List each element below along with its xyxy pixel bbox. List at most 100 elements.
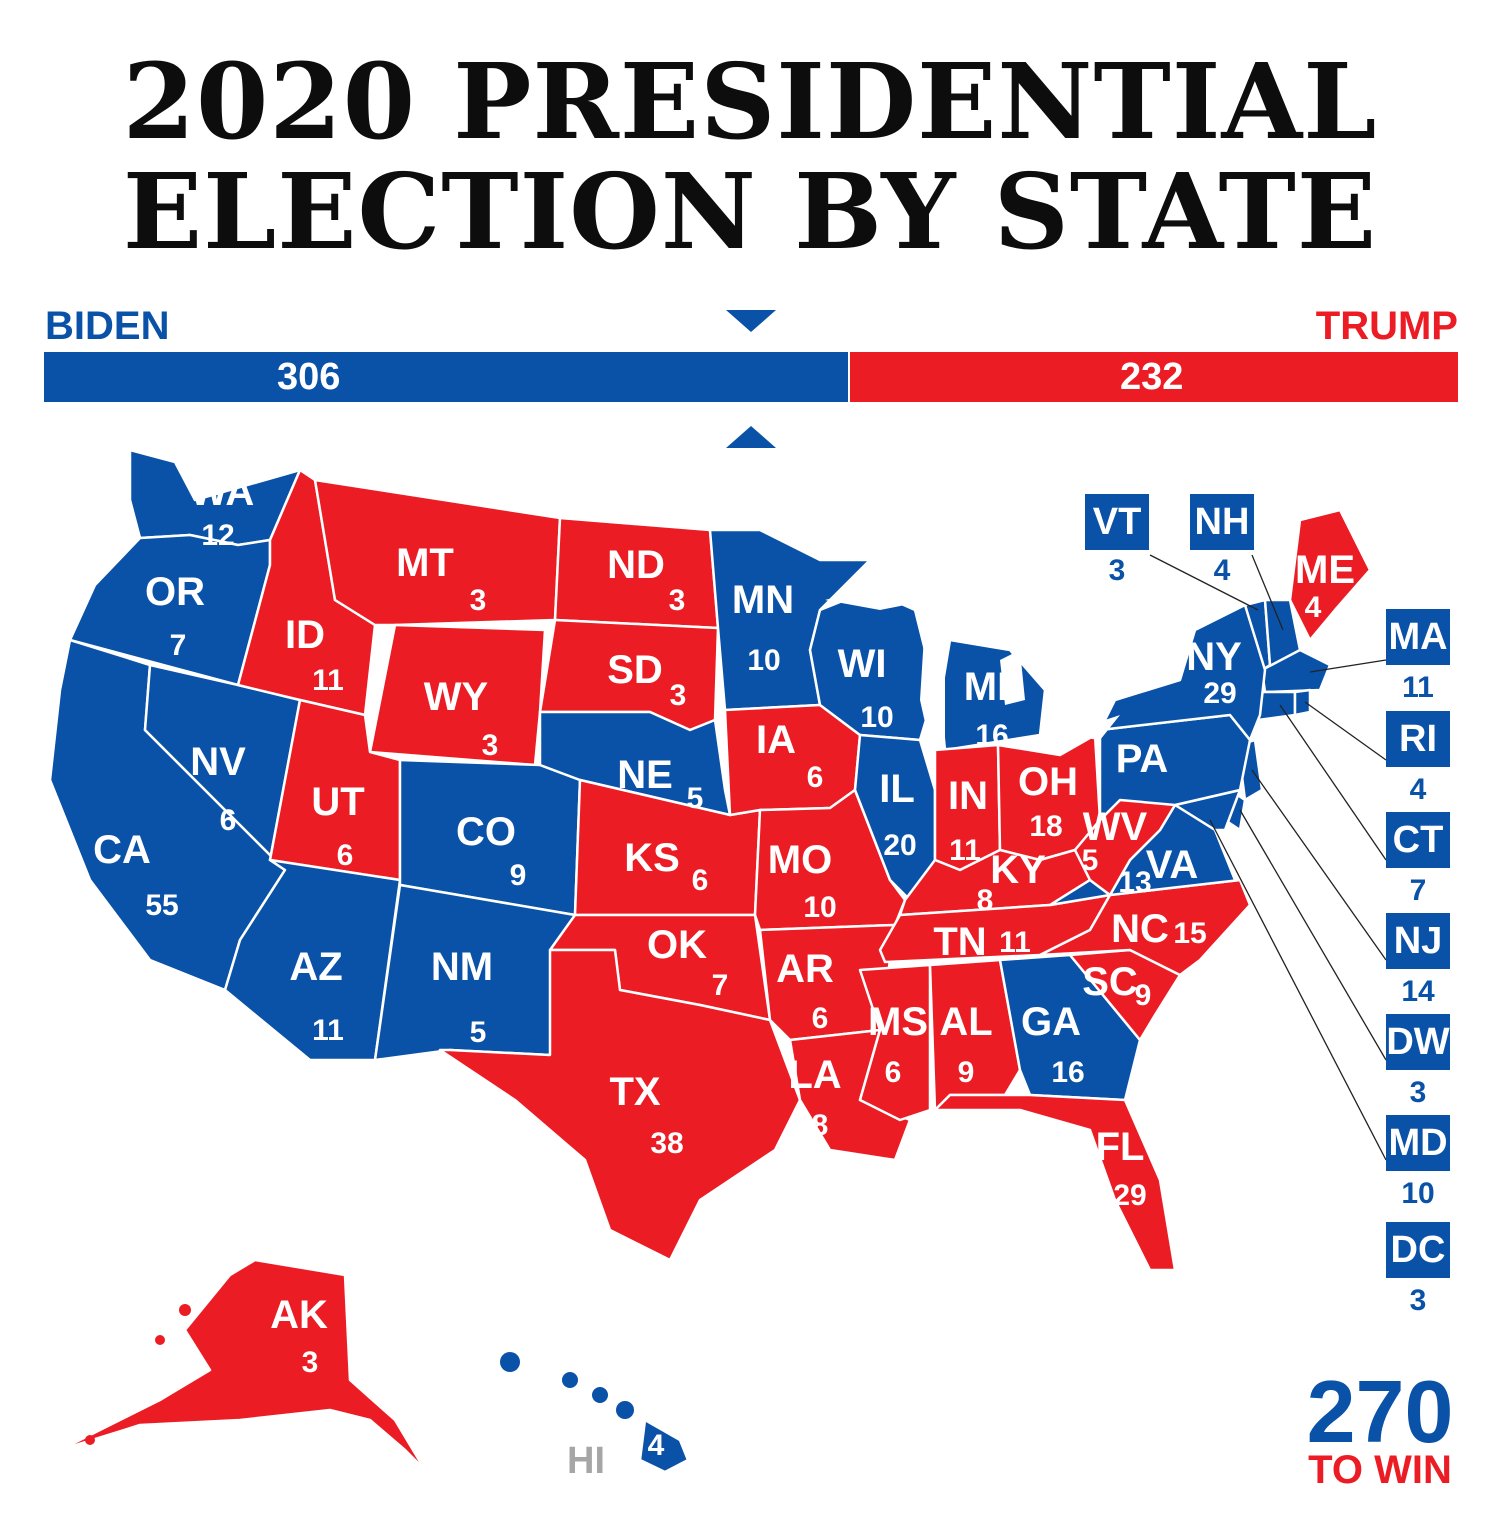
leader-line-nj <box>1251 769 1387 961</box>
leader-line-dw <box>1239 809 1387 1061</box>
state-ev-wa: 12 <box>201 519 234 552</box>
state-ev-wy: 3 <box>482 729 499 762</box>
state-label-mt: MT <box>396 541 454 585</box>
state-ev-tn: 11 <box>999 926 1031 959</box>
threshold-marker-bottom <box>726 426 776 448</box>
state-label-wv: WV <box>1083 805 1148 849</box>
leader-line-vt <box>1149 554 1259 611</box>
state-label-nd: ND <box>607 543 665 587</box>
alaska-island <box>179 1304 191 1316</box>
state-ev-az: 11 <box>312 1014 344 1047</box>
state-shape-hi <box>638 1418 690 1474</box>
state-label-wi: WI <box>838 642 887 686</box>
leader-line-ct <box>1279 704 1387 861</box>
hawaii-island <box>616 1401 634 1419</box>
state-ev-nd: 3 <box>669 584 686 617</box>
state-label-ak: AK <box>270 1293 328 1337</box>
hawaii-label: HI <box>567 1440 605 1482</box>
state-label-sd: SD <box>607 648 663 692</box>
biden-vote-bar: 306 <box>44 352 848 402</box>
state-ev-oh: 18 <box>1029 810 1062 843</box>
small-state-ev-ct: 7 <box>1409 874 1427 907</box>
state-label-tx: TX <box>609 1070 660 1114</box>
state-ev-mo: 10 <box>803 891 836 924</box>
state-label-oh: OH <box>1018 760 1078 804</box>
state-ev-sd: 3 <box>670 679 687 712</box>
lake-superior <box>825 585 930 610</box>
alaska-island <box>155 1335 165 1345</box>
state-label-ky: KY <box>990 848 1046 892</box>
state-ev-mi: 16 <box>975 719 1008 752</box>
state-ev-il: 20 <box>883 829 916 862</box>
small-state-box-md: MD <box>1386 1115 1450 1171</box>
state-ev-ok: 7 <box>712 969 729 1002</box>
state-ev-ia: 6 <box>807 761 824 794</box>
trump-vote-count: 232 <box>1120 356 1184 398</box>
small-state-box-ri: RI <box>1386 711 1450 767</box>
leader-line-ma <box>1309 659 1387 673</box>
small-state-ev-dw: 3 <box>1409 1076 1427 1109</box>
state-shape-nc <box>1038 878 1252 977</box>
state-ev-ky: 8 <box>977 884 994 917</box>
state-ev-nc: 15 <box>1173 917 1206 950</box>
small-state-box-ct: CT <box>1386 812 1450 868</box>
small-state-ev-dc: 3 <box>1409 1284 1427 1317</box>
state-label-fl: FL <box>1096 1125 1145 1169</box>
hawaii-island <box>500 1352 520 1372</box>
state-label-ks: KS <box>624 836 680 880</box>
state-shape-ak <box>58 1258 427 1472</box>
state-ev-va: 13 <box>1118 866 1151 899</box>
state-shape-ma <box>1260 648 1332 694</box>
win-threshold-number: 270 <box>1306 1362 1454 1461</box>
state-label-mn: MN <box>732 578 794 622</box>
lake-erie <box>1060 715 1120 740</box>
state-shape-ri <box>1293 688 1312 717</box>
state-label-mo: MO <box>768 838 832 882</box>
state-ev-la: 8 <box>812 1109 829 1142</box>
state-label-id: ID <box>285 613 325 657</box>
state-ev-ca: 55 <box>145 889 178 922</box>
state-ev-hi: 4 <box>648 1429 665 1462</box>
state-label-mi: MI <box>964 665 1008 709</box>
state-label-ms: MS <box>868 1000 928 1044</box>
state-ev-mn: 10 <box>747 644 780 677</box>
state-label-la: LA <box>788 1053 841 1097</box>
state-ev-ms: 6 <box>885 1056 902 1089</box>
state-ev-mt: 3 <box>470 584 487 617</box>
small-state-ev-ri: 4 <box>1409 773 1427 806</box>
leader-line-md <box>1209 819 1387 1161</box>
threshold-marker-top <box>726 310 776 332</box>
state-label-in: IN <box>948 774 988 818</box>
leader-line-nh <box>1251 554 1284 631</box>
state-label-ca: CA <box>93 828 151 872</box>
state-shape-wy <box>368 623 547 767</box>
trump-label: TRUMP <box>1315 304 1458 348</box>
small-state-ev-ma: 11 <box>1402 671 1434 704</box>
leader-line-ri <box>1304 701 1387 761</box>
state-label-ar: AR <box>776 947 834 991</box>
state-label-nv: NV <box>190 740 246 784</box>
state-shape-tx <box>438 948 802 1262</box>
state-ev-ut: 6 <box>337 839 354 872</box>
state-label-pa: PA <box>1116 737 1169 781</box>
state-ev-co: 9 <box>510 859 527 892</box>
biden-vote-count: 306 <box>277 356 341 398</box>
state-label-sc: SC <box>1082 960 1138 1004</box>
small-state-box-nh: NH <box>1190 494 1254 550</box>
state-ev-fl: 29 <box>1113 1179 1146 1212</box>
state-shape-ny <box>1098 603 1267 742</box>
state-label-wy: WY <box>424 675 489 719</box>
small-state-box-dw: DW <box>1386 1014 1450 1070</box>
state-ev-in: 11 <box>949 834 981 867</box>
state-label-ia: IA <box>756 718 796 762</box>
state-label-me: ME <box>1295 548 1355 592</box>
state-ev-nm: 5 <box>470 1016 487 1049</box>
state-ev-me: 4 <box>1305 591 1322 624</box>
state-ev-or: 7 <box>170 629 187 662</box>
state-ev-ny: 29 <box>1203 677 1236 710</box>
lake-michigan <box>920 620 945 745</box>
small-state-box-nj: NJ <box>1386 913 1450 969</box>
state-label-va: VA <box>1146 843 1199 887</box>
